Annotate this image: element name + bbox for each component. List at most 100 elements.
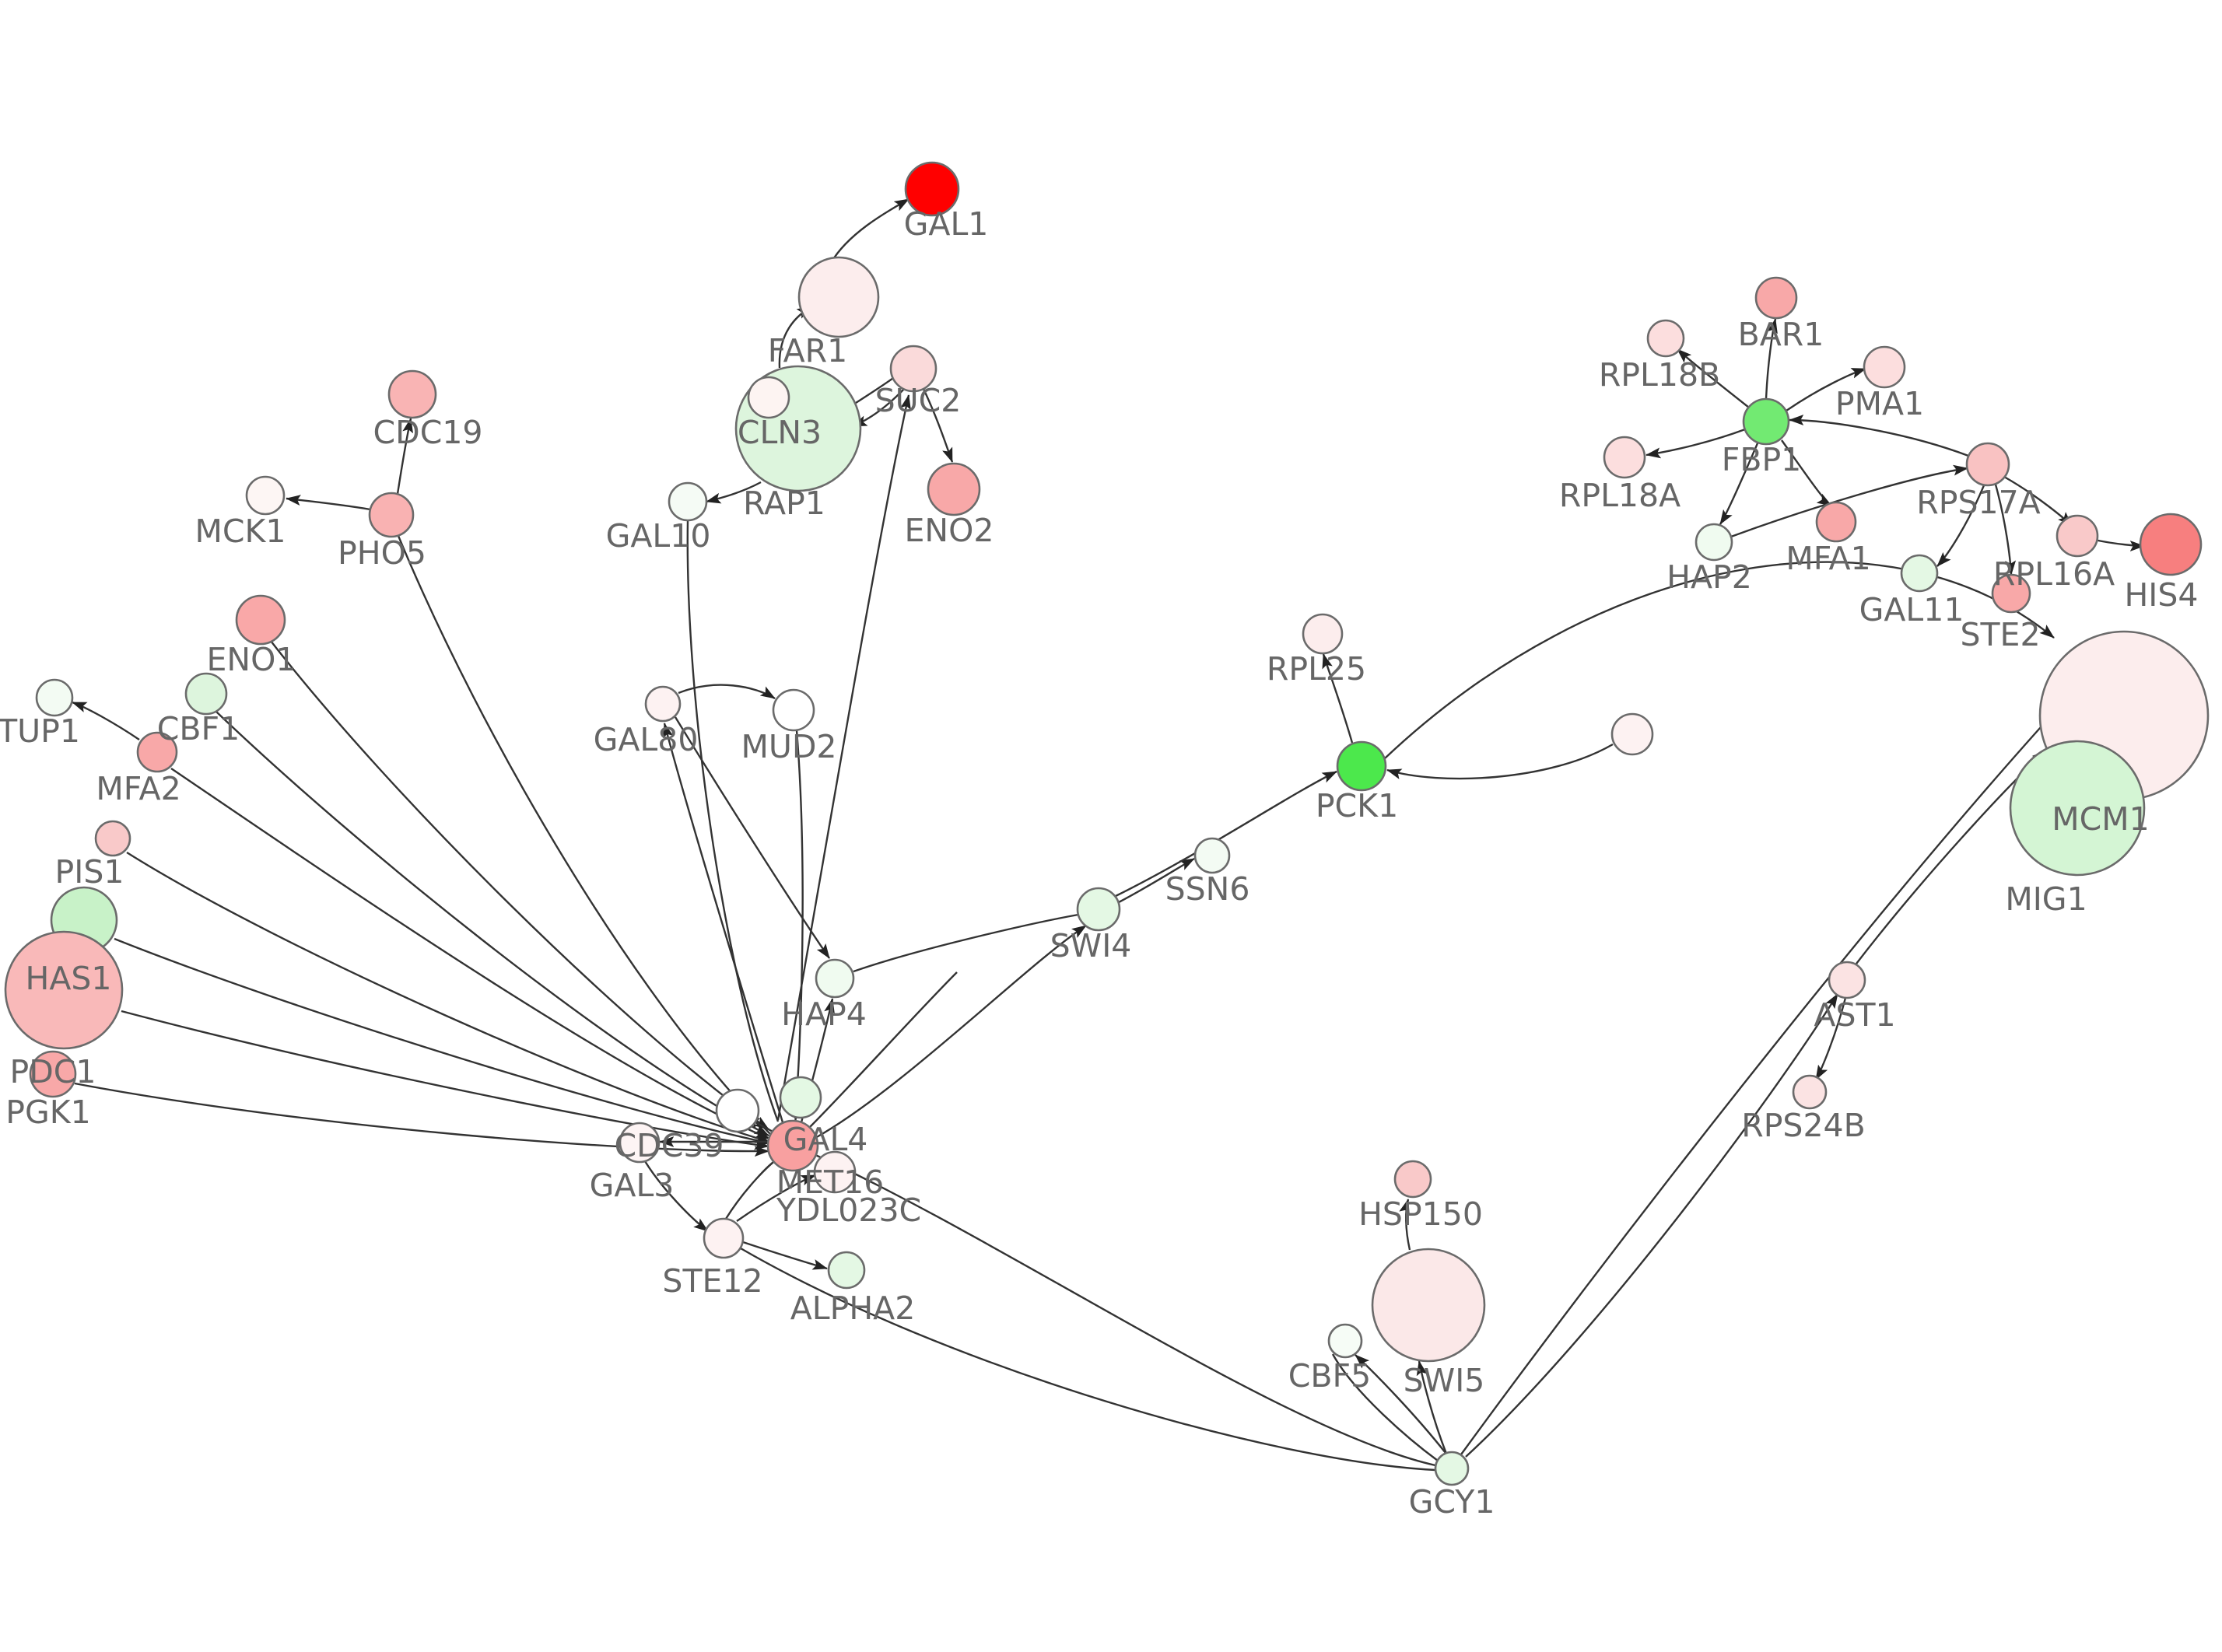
node-swi4[interactable]	[1076, 887, 1121, 932]
node-label-cbf5: CBF5	[1288, 1357, 1371, 1395]
node-eno1[interactable]	[235, 594, 286, 646]
edge-far1-to-gal1	[829, 198, 909, 264]
node-ste2[interactable]	[1991, 573, 2031, 614]
node-label-cln3: CLN3	[738, 414, 822, 451]
node-label-suc2: SUC2	[875, 382, 962, 419]
node-gcy1[interactable]	[1434, 1451, 1470, 1486]
node-label-ast1: AST1	[1814, 996, 1895, 1034]
node-label-pck1: PCK1	[1316, 787, 1398, 824]
node-rpl16a[interactable]	[2056, 514, 2099, 558]
node-ydl023c[interactable]	[813, 1150, 857, 1194]
edge-eno1-to-gal4	[270, 640, 769, 1130]
edge-swi5-to-hsp150	[1399, 1199, 1411, 1251]
node-label-pho5: PHO5	[338, 534, 426, 572]
node-mck1[interactable]	[245, 475, 286, 516]
node-gal80[interactable]	[644, 685, 682, 723]
edge-suc2-to-eno2	[922, 388, 954, 463]
node-tup1[interactable]	[35, 678, 74, 717]
node-far1[interactable]	[797, 256, 880, 338]
edge-layer	[72, 198, 2145, 1472]
edge-fbp1-to-rpl18b	[1677, 348, 1750, 408]
node-label-cdc39: CDC39	[615, 1127, 724, 1164]
node-mud2[interactable]	[772, 688, 815, 732]
node-bar1[interactable]	[1754, 276, 1798, 320]
node-eno2[interactable]	[927, 462, 981, 516]
node-gal11[interactable]	[1900, 554, 1939, 593]
edge-mfa2-to-tup1	[72, 701, 140, 740]
node-rpl18b[interactable]	[1646, 319, 1685, 358]
node-label-swi4: SWI4	[1050, 927, 1132, 964]
node-mfa1[interactable]	[1815, 501, 1857, 543]
node-layer	[4, 161, 2210, 1486]
edge-pgk1-to-gal4	[74, 1082, 769, 1157]
node-cdc19[interactable]	[387, 369, 437, 419]
node-mig1[interactable]	[2009, 740, 2146, 877]
edge-ste12-to-alpha2	[742, 1241, 828, 1270]
node-label-swi5: SWI5	[1404, 1362, 1485, 1399]
node-cbf5[interactable]	[1327, 1323, 1363, 1359]
node-gal10[interactable]	[668, 481, 708, 522]
node-cdc39[interactable]	[715, 1088, 760, 1133]
node-hap2[interactable]	[1695, 523, 1733, 562]
node-rap1[interactable]	[747, 376, 790, 419]
edge-gal4-to-swi4	[815, 924, 1087, 1139]
node-label-mfa2: MFA2	[96, 770, 180, 807]
node-gal3[interactable]	[619, 1122, 661, 1164]
node-label-hap2: HAP2	[1666, 558, 1752, 596]
edge-fbp1-to-pma1	[1786, 367, 1866, 411]
node-rps17a[interactable]	[1965, 442, 2010, 487]
edge-gcy1-to-swi5	[1416, 1360, 1448, 1454]
node-label-gal4: GAL4	[783, 1121, 868, 1158]
edge-gcy1-to-mcm1	[1460, 703, 2063, 1455]
edge-swi4-to-pck1	[1115, 770, 1337, 898]
edge-cbf1-to-gal4	[216, 711, 769, 1137]
node-hsp150[interactable]	[1393, 1160, 1432, 1199]
node-his4[interactable]	[2139, 513, 2203, 576]
edge-gal80-to-mud2	[678, 684, 776, 700]
edge-rap1-to-suc2	[776, 394, 911, 1121]
node-gal1[interactable]	[904, 161, 960, 217]
node-label-pdc1: PDC1	[9, 1053, 96, 1090]
node-label-mfa1: MFA1	[1786, 540, 1870, 577]
node-ast1[interactable]	[1828, 961, 1866, 999]
node-pck1[interactable]	[1336, 740, 1387, 792]
node-rps24b[interactable]	[1792, 1074, 1828, 1110]
node-pma1[interactable]	[1863, 345, 1906, 389]
node-pdc1[interactable]	[4, 930, 124, 1050]
edge-ast1-to-rps24b	[1814, 997, 1847, 1080]
node-pho5[interactable]	[368, 492, 415, 538]
node-rpl18a[interactable]	[1603, 436, 1646, 479]
node-gal4[interactable]	[766, 1119, 819, 1172]
node-alpha2[interactable]	[827, 1251, 866, 1290]
edge-pho5-to-mck1	[286, 495, 371, 511]
node-hap4[interactable]	[815, 958, 855, 999]
edge-gal4-to-gal80	[662, 723, 784, 1123]
node-met16[interactable]	[779, 1076, 822, 1119]
edge-rps17a-to-ste2	[1994, 484, 2017, 576]
node-label-pma1: PMA1	[1835, 385, 1924, 422]
node-suc2[interactable]	[889, 345, 938, 393]
node-label-ste2: STE2	[1960, 616, 2040, 653]
edge-gal10-to-gal4	[686, 520, 780, 1122]
node-label-gal3: GAL3	[590, 1167, 675, 1204]
edge-fbp1-to-rpl18a	[1645, 428, 1746, 459]
node-pgk1[interactable]	[29, 1050, 77, 1098]
node-ssn6[interactable]	[1193, 837, 1231, 874]
edge-rps17a-to-gal11	[1936, 485, 1985, 567]
node-label-rpl18b: RPL18B	[1599, 356, 1720, 394]
edge-gal3-to-ste12	[643, 1160, 709, 1232]
node-mfa2[interactable]	[136, 731, 178, 773]
node-label-hsp150: HSP150	[1358, 1195, 1483, 1233]
node-cbf1[interactable]	[184, 672, 228, 716]
node-swi5[interactable]	[1371, 1248, 1486, 1363]
node-pcksrc[interactable]	[1610, 712, 1654, 756]
node-fbp1[interactable]	[1742, 397, 1790, 446]
edge-pck1-to-mcm1	[1384, 561, 2055, 759]
node-rpl25[interactable]	[1302, 613, 1344, 655]
node-pis1[interactable]	[94, 820, 131, 857]
edge-pho5-to-gal4	[397, 535, 771, 1135]
node-ste12[interactable]	[703, 1217, 745, 1259]
node-label-mcm1: MCM1	[2052, 800, 2149, 838]
